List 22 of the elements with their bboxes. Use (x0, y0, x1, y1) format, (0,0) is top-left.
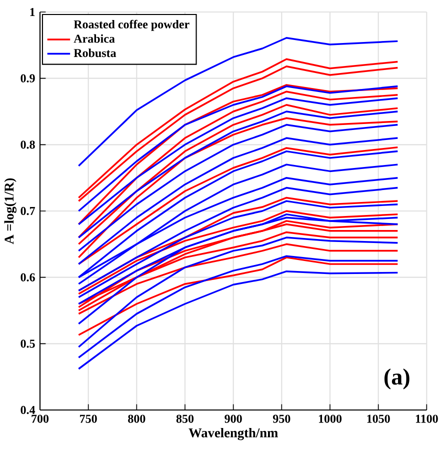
legend-label: Arabica (74, 34, 115, 43)
y-tick-label: 0.7 (20, 206, 35, 216)
x-tick-label: 1050 (367, 414, 390, 423)
x-tick-label: 700 (32, 414, 49, 423)
y-tick-label: 0.4 (20, 406, 36, 414)
y-tick-label: 0.8 (20, 140, 35, 149)
x-tick-label: 1000 (318, 414, 342, 423)
y-axis-title: A =log(1/R) (4, 178, 16, 244)
legend-title: Roasted coffee powder (74, 20, 190, 31)
y-tick-label: 0.6 (20, 273, 35, 282)
x-tick-label: 750 (80, 414, 97, 423)
x-tick-label: 1100 (416, 414, 438, 423)
y-tick-label: 0.9 (20, 74, 35, 82)
x-axis-title: Wavelength/nm (188, 428, 278, 440)
x-tick-label: 950 (273, 414, 290, 423)
x-tick-label: 900 (224, 414, 242, 423)
x-tick-label: 850 (176, 414, 194, 423)
annotation: (a) (384, 368, 410, 390)
legend-label: Robusta (74, 48, 116, 58)
y-tick-label: 0.5 (20, 340, 35, 348)
y-tick-label: 1 (30, 8, 35, 16)
x-tick-label: 800 (128, 414, 146, 423)
